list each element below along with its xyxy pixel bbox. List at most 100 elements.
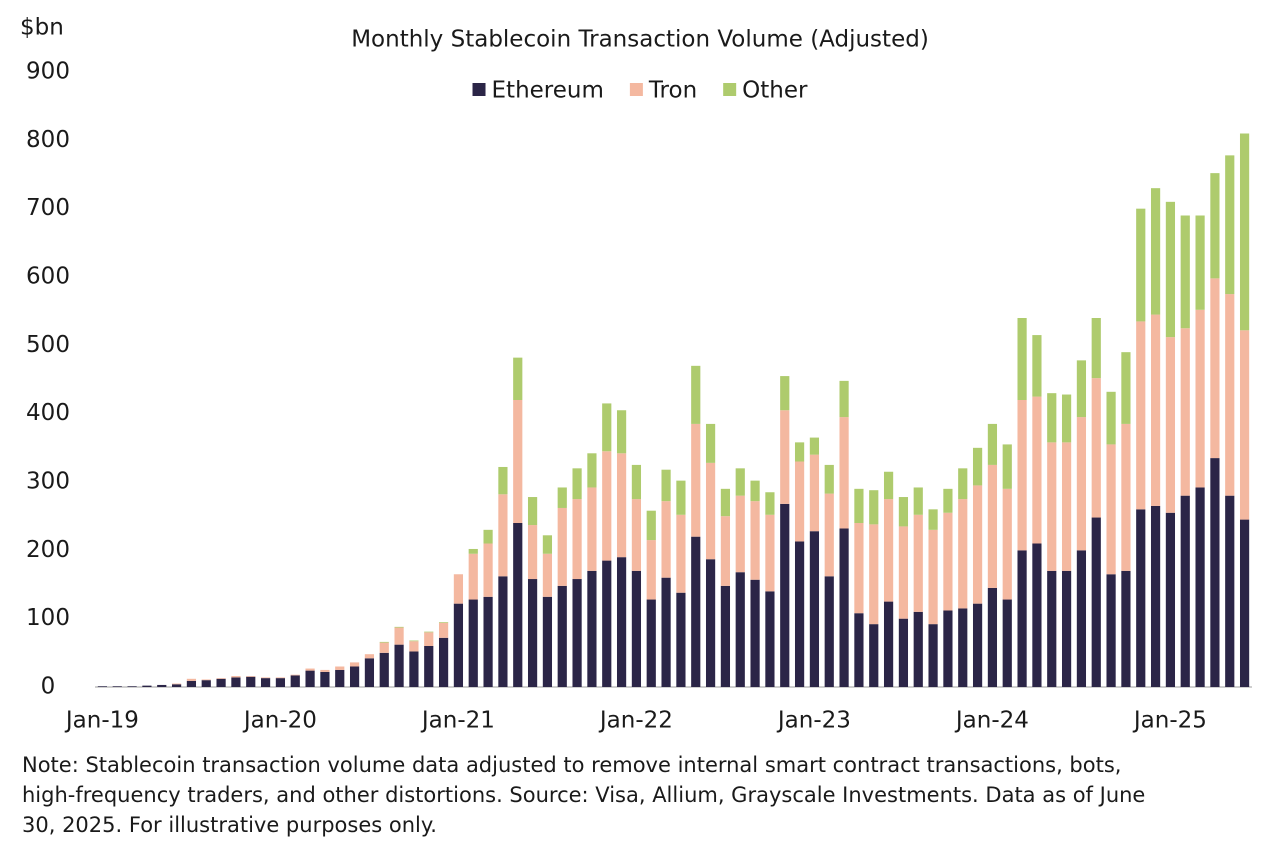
bar-segment bbox=[928, 624, 938, 687]
bar-segment bbox=[972, 603, 983, 687]
bar-segment bbox=[483, 543, 493, 597]
chart-title: Monthly Stablecoin Transaction Volume (A… bbox=[351, 27, 929, 53]
bar-segment bbox=[1002, 599, 1012, 687]
bar-segment bbox=[1106, 444, 1116, 575]
bar-segment bbox=[498, 494, 508, 577]
bar-segment bbox=[1106, 574, 1116, 687]
x-tick-label: Jan-24 bbox=[954, 708, 1029, 734]
bar-segment bbox=[1047, 442, 1057, 571]
bar-segment bbox=[1076, 417, 1087, 551]
bar-segment bbox=[468, 548, 478, 554]
bar-segment bbox=[913, 514, 923, 612]
bar-segment bbox=[216, 678, 226, 679]
bar-segment bbox=[809, 454, 820, 532]
bar-segment bbox=[572, 499, 582, 580]
bar-segment bbox=[839, 380, 849, 418]
bar-segment bbox=[1150, 505, 1161, 687]
bar-segment bbox=[157, 684, 167, 687]
bar-segment bbox=[171, 683, 182, 685]
bar-segment bbox=[1195, 309, 1205, 488]
legend-swatch bbox=[472, 83, 486, 96]
bar-segment bbox=[1225, 155, 1235, 295]
bar-segment bbox=[572, 468, 582, 500]
bar-segment bbox=[587, 570, 597, 687]
bar-segment bbox=[483, 596, 493, 687]
bar-segment bbox=[958, 608, 968, 687]
bar-segment bbox=[720, 488, 731, 517]
bar-segment bbox=[1061, 442, 1072, 571]
bar-segment bbox=[424, 631, 434, 633]
bar-segment bbox=[409, 640, 419, 642]
bar-segment bbox=[616, 410, 627, 454]
bar-segment bbox=[468, 553, 478, 600]
bar-segment bbox=[883, 471, 894, 500]
bar-segment bbox=[1017, 550, 1027, 687]
y-axis-label: $bn bbox=[20, 15, 64, 41]
bar-segment bbox=[557, 585, 567, 687]
bar-segment bbox=[409, 641, 419, 652]
bar-segment bbox=[794, 461, 805, 542]
bar-segment bbox=[186, 678, 197, 681]
bar-segment bbox=[1180, 215, 1190, 329]
bar-segment bbox=[691, 536, 701, 687]
bar-segment bbox=[869, 524, 879, 625]
bar-segment bbox=[735, 495, 745, 573]
bar-segment bbox=[231, 676, 241, 678]
bar-segment bbox=[305, 670, 315, 687]
y-tick-label: 500 bbox=[26, 332, 70, 358]
bar-segment bbox=[1225, 495, 1235, 687]
bar-segment bbox=[987, 587, 998, 687]
bar-segment bbox=[1225, 294, 1235, 496]
bar-segment bbox=[958, 499, 968, 609]
bar-segment bbox=[883, 499, 894, 602]
bar-segment bbox=[335, 666, 345, 670]
x-tick-label: Jan-23 bbox=[776, 708, 851, 734]
bar-segment bbox=[305, 668, 315, 671]
bar-segment bbox=[527, 579, 538, 687]
bar-segment bbox=[854, 613, 864, 687]
bar-segment bbox=[824, 576, 834, 687]
bar-segment bbox=[854, 523, 864, 614]
bar-segment bbox=[394, 644, 404, 687]
bar-segment bbox=[1239, 133, 1250, 331]
bar-segment bbox=[1165, 512, 1176, 687]
legend-label: Ethereum bbox=[492, 78, 604, 104]
bar-segment bbox=[290, 674, 300, 676]
bar-segment bbox=[127, 686, 137, 687]
bar-segment bbox=[809, 437, 820, 455]
bar-segment bbox=[705, 559, 716, 687]
x-tick-label: Jan-19 bbox=[64, 708, 139, 734]
bar-segment bbox=[943, 512, 953, 611]
bar-segment bbox=[379, 652, 389, 687]
bar-segment bbox=[809, 531, 820, 687]
bar-segment bbox=[676, 592, 686, 687]
bar-segment bbox=[1165, 337, 1176, 513]
bar-segment bbox=[201, 679, 211, 681]
note-line: 30, 2025. For illustrative purposes only… bbox=[22, 813, 437, 837]
bar-segment bbox=[260, 677, 271, 679]
bar-segment bbox=[1150, 314, 1161, 506]
bar-segment bbox=[898, 526, 909, 619]
bar-segment bbox=[349, 666, 360, 687]
bar-segment bbox=[705, 423, 716, 463]
bar-segment bbox=[616, 453, 627, 558]
bar-segment bbox=[661, 501, 671, 578]
bar-segment bbox=[587, 453, 597, 488]
bar-segment bbox=[869, 490, 879, 525]
bar-segment bbox=[557, 507, 567, 586]
bar-segment bbox=[780, 503, 790, 687]
bar-segment bbox=[765, 492, 775, 515]
bar-segment bbox=[320, 669, 330, 672]
bar-segment bbox=[394, 627, 404, 645]
bar-segment bbox=[602, 403, 612, 452]
bar-segment bbox=[1002, 444, 1012, 489]
x-tick-label: Jan-25 bbox=[1132, 708, 1207, 734]
bar-segment bbox=[928, 529, 938, 625]
bar-segment bbox=[1047, 570, 1057, 687]
bar-segment bbox=[1210, 458, 1220, 687]
bar-segment bbox=[424, 632, 434, 646]
bar-segment bbox=[987, 423, 998, 465]
bar-segment bbox=[839, 528, 849, 687]
bar-segment bbox=[1136, 509, 1146, 687]
